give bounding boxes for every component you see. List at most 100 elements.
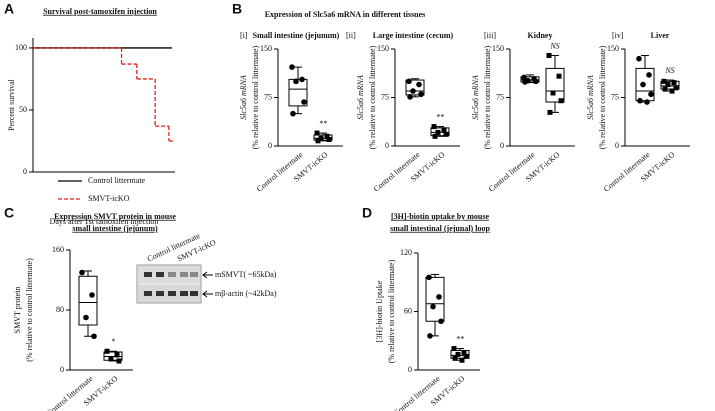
subpanel-title: Small intestine (jejunum) [253, 31, 340, 40]
significance: ** [436, 112, 444, 121]
x-axis-label: Days after 1st tamoxifen injection [50, 217, 159, 226]
data-point [89, 292, 95, 298]
significance: * [111, 337, 115, 346]
y-axis-label: [3H]-biotin Uptake [375, 280, 384, 342]
y-tick-label: 0 [500, 141, 504, 150]
data-point [435, 129, 441, 135]
data-point [665, 82, 671, 88]
y-tick-label: 150 [377, 44, 389, 53]
y-tick-label: 120 [400, 248, 412, 257]
significance: ** [456, 334, 464, 343]
data-point [522, 79, 528, 85]
subpanel-tag: [iv] [612, 31, 624, 40]
y-tick-label: 50 [19, 105, 27, 114]
blot-band [168, 291, 176, 296]
subpanel-title: Large intestine (cecum) [373, 31, 454, 40]
y-axis-label: (% relative to control littermate) [368, 45, 377, 149]
subpanel-tag: [i] [240, 31, 248, 40]
data-point [533, 78, 539, 85]
panel-letter: A [4, 1, 14, 17]
data-point [406, 78, 412, 85]
data-point [648, 91, 654, 98]
y-tick-label: 75 [264, 92, 272, 101]
y-tick-label: 0 [268, 141, 272, 150]
blot-band-label: mβ-actin (~42kDa) [215, 289, 277, 298]
box [405, 79, 425, 96]
y-axis-label: Slc5a6 mRNA [356, 75, 365, 120]
data-point [290, 110, 296, 117]
data-point [427, 333, 433, 339]
y-axis-label: (% relative to control littermate) [387, 259, 396, 363]
data-point [289, 64, 295, 70]
data-point [451, 346, 457, 352]
data-point [662, 86, 668, 92]
y-tick-label: 0 [60, 365, 64, 374]
data-point [418, 91, 424, 98]
data-point [646, 72, 652, 78]
blot-band [180, 272, 188, 277]
y-axis-label: Slc5a6 mRNA [471, 75, 480, 120]
y-tick-label: 80 [56, 305, 64, 314]
chart-title: [3H]-biotin uptake by mouse [391, 212, 489, 221]
significance: NS [549, 41, 559, 50]
blot-band [156, 291, 164, 296]
data-point [431, 124, 437, 130]
data-point [459, 357, 465, 363]
box [425, 276, 445, 322]
data-point [436, 294, 442, 300]
chart-title: Expression SMVT protein in mouse [54, 212, 176, 221]
data-point [114, 352, 120, 358]
data-point [301, 99, 307, 105]
data-point [430, 303, 436, 310]
data-point [293, 78, 299, 85]
data-point [91, 333, 97, 340]
y-tick-label: 75 [496, 92, 504, 101]
data-point [104, 348, 110, 354]
y-tick-label: 150 [492, 44, 504, 53]
data-point [644, 99, 650, 105]
data-point [416, 81, 422, 88]
blot-band [144, 272, 152, 277]
blot-arrowhead [202, 290, 208, 298]
blot-band-label: mSMVT( ~65kDa) [215, 270, 277, 279]
panel-letter: C [4, 205, 14, 221]
data-point [636, 55, 642, 62]
data-point [116, 358, 122, 364]
y-axis-label: (% relative to control littermate) [251, 45, 260, 149]
data-point [640, 81, 646, 88]
legend-label: SMVT-icKO [88, 194, 130, 203]
data-point [547, 109, 553, 115]
box [545, 67, 565, 103]
data-point [461, 349, 467, 355]
data-point [441, 127, 447, 133]
y-tick-label: 0 [23, 167, 27, 176]
y-tick-label: 0 [385, 141, 389, 150]
y-axis-label: (% relative to control littermate) [598, 45, 607, 149]
y-tick-label: 100 [15, 43, 27, 52]
data-point [79, 269, 85, 276]
chart-title: small intestine (jejunum) [72, 224, 158, 233]
y-axis-label: (% relative to control littermate) [483, 45, 492, 149]
subpanel-tag: [iii] [484, 31, 496, 40]
data-point [410, 88, 416, 94]
data-point [455, 351, 461, 357]
data-point [318, 135, 324, 141]
data-point [558, 98, 564, 104]
data-point [546, 52, 552, 58]
data-point [443, 131, 449, 137]
data-point [673, 85, 679, 91]
y-axis-label: (% relative to control littermate) [25, 258, 34, 362]
panel-letter: B [232, 1, 242, 17]
data-point [407, 94, 413, 100]
y-tick-label: 75 [611, 92, 619, 101]
significance: NS [664, 66, 674, 75]
data-point [637, 97, 643, 104]
y-tick-label: 150 [260, 44, 272, 53]
y-axis-label: Slc5a6 mRNA [586, 75, 595, 120]
subpanel-tag: [ii] [346, 31, 356, 40]
data-point [669, 88, 675, 94]
blot-band [180, 291, 188, 296]
chart-title: Expression of Slc5a6 mRNA in different t… [265, 10, 426, 19]
data-point [314, 130, 320, 136]
y-axis-label: Percent survival [7, 78, 16, 131]
